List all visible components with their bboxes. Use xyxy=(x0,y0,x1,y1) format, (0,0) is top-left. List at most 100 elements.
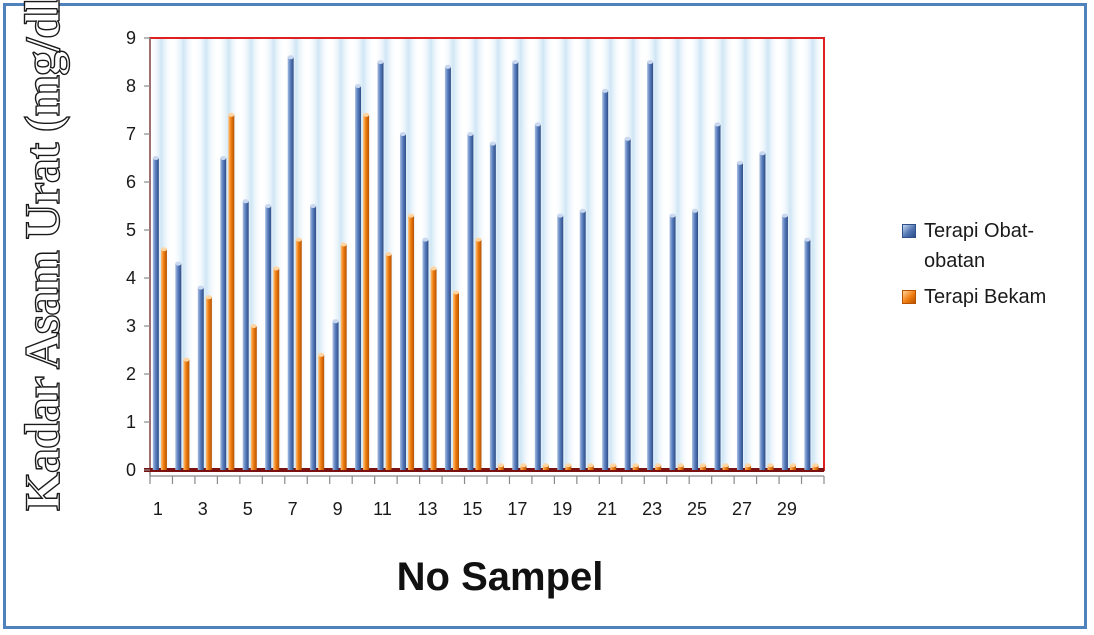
legend-label-obat-line2: obatan xyxy=(924,250,986,272)
x-tick-label: 27 xyxy=(732,499,752,519)
legend: Terapi Obat- obatan Terapi Bekam xyxy=(902,216,1082,312)
bar-terapi-bekam xyxy=(363,112,370,471)
bar-terapi-bekam xyxy=(340,242,347,470)
y-tick-label: 4 xyxy=(126,268,136,288)
bar-terapi-bekam xyxy=(632,463,639,470)
x-tick-label: 13 xyxy=(417,499,437,519)
bar-terapi-bekam xyxy=(205,295,212,470)
bar-terapi-bekam xyxy=(789,463,796,470)
bar-terapi-obat xyxy=(242,199,249,470)
bar-terapi-obat xyxy=(714,122,721,471)
bar-terapi-obat xyxy=(220,156,227,470)
bar-terapi-obat xyxy=(579,208,586,471)
bar-terapi-obat xyxy=(265,204,272,470)
x-tick-label: 21 xyxy=(597,499,617,519)
bar-terapi-obat xyxy=(332,319,339,470)
bar-terapi-obat xyxy=(175,261,182,470)
bar-terapi-bekam xyxy=(767,463,774,470)
bar-terapi-obat xyxy=(624,136,631,471)
bar-terapi-bekam xyxy=(452,290,459,470)
bars xyxy=(152,55,819,471)
chart-frame xyxy=(3,3,1087,629)
bar-terapi-obat xyxy=(355,84,362,470)
x-tick-label: 7 xyxy=(288,499,298,519)
y-tick-label: 0 xyxy=(126,460,136,480)
x-tick-label: 23 xyxy=(642,499,662,519)
bar-terapi-bekam xyxy=(183,357,190,470)
legend-swatch-orange xyxy=(902,290,916,304)
legend-label-obat-line1: Terapi Obat- xyxy=(924,220,1035,242)
x-tick-label: 5 xyxy=(243,499,253,519)
y-axis-title: Kadar Asam Urat (mg/dl) xyxy=(13,0,70,512)
bar-terapi-bekam xyxy=(700,463,707,470)
bar-terapi-bekam xyxy=(318,352,325,470)
bar-terapi-obat xyxy=(399,132,406,470)
bar-terapi-obat xyxy=(602,88,609,471)
bar-terapi-obat xyxy=(310,204,317,470)
legend-item-obat: Terapi Obat- obatan xyxy=(902,216,1082,276)
bar-terapi-bekam xyxy=(587,463,594,470)
bar-terapi-obat xyxy=(736,160,743,471)
x-tick-label: 17 xyxy=(507,499,527,519)
y-tick-label: 5 xyxy=(126,220,136,240)
bar-terapi-obat xyxy=(467,132,474,470)
y-tick-label: 3 xyxy=(126,316,136,336)
bar-terapi-bekam xyxy=(655,463,662,470)
y-tick-label: 9 xyxy=(126,28,136,48)
bar-terapi-obat xyxy=(197,285,204,470)
x-tick-label: 1 xyxy=(153,499,163,519)
bar-terapi-obat xyxy=(287,55,294,470)
y-tick-label: 6 xyxy=(126,172,136,192)
bar-terapi-bekam xyxy=(745,463,752,470)
bar-terapi-bekam xyxy=(722,463,729,470)
bar-terapi-obat xyxy=(781,213,788,470)
bar-terapi-obat xyxy=(557,213,564,470)
axes xyxy=(144,37,825,484)
bar-terapi-obat xyxy=(804,237,811,470)
x-tick-label: 3 xyxy=(198,499,208,519)
bar-terapi-bekam xyxy=(273,266,280,470)
x-tick-label: 19 xyxy=(552,499,572,519)
y-tick-label: 7 xyxy=(126,124,136,144)
bar-terapi-bekam xyxy=(565,463,572,470)
legend-swatch-blue xyxy=(902,224,916,238)
bar-terapi-obat xyxy=(759,151,766,470)
x-tick-label: 15 xyxy=(462,499,482,519)
bar-terapi-bekam xyxy=(497,463,504,470)
y-tick-label: 2 xyxy=(126,364,136,384)
bar-terapi-bekam xyxy=(812,463,819,470)
bar-terapi-bekam xyxy=(408,213,415,470)
x-tick-label: 29 xyxy=(777,499,797,519)
bar-terapi-obat xyxy=(444,64,451,471)
bar-terapi-bekam xyxy=(542,463,549,470)
bar-terapi-obat xyxy=(152,156,159,470)
bar-terapi-obat xyxy=(534,122,541,471)
bar-terapi-obat xyxy=(422,237,429,470)
bar-terapi-bekam xyxy=(610,463,617,470)
bar-terapi-bekam xyxy=(250,324,257,470)
bar-terapi-obat xyxy=(647,60,654,470)
bar-terapi-bekam xyxy=(160,247,167,470)
y-tick-label: 1 xyxy=(126,412,136,432)
x-axis-title: No Sampel xyxy=(396,555,604,599)
bar-terapi-bekam xyxy=(430,266,437,470)
x-tick-label: 11 xyxy=(373,499,392,519)
bar-terapi-obat xyxy=(692,208,699,471)
bar-terapi-bekam xyxy=(228,112,235,471)
bar-terapi-bekam xyxy=(677,463,684,470)
bar-terapi-obat xyxy=(512,60,519,470)
y-tick-label: 8 xyxy=(126,76,136,96)
bar-terapi-bekam xyxy=(520,463,527,470)
bar-terapi-obat xyxy=(489,141,496,470)
x-tick-label: 9 xyxy=(333,499,343,519)
bar-terapi-bekam xyxy=(475,237,482,470)
bar-terapi-bekam xyxy=(385,252,392,470)
bar-terapi-obat xyxy=(377,60,384,470)
bar-terapi-obat xyxy=(669,213,676,470)
legend-label-bekam: Terapi Bekam xyxy=(924,286,1047,308)
legend-item-bekam: Terapi Bekam xyxy=(902,282,1082,312)
bar-terapi-bekam xyxy=(295,237,302,470)
x-tick-label: 25 xyxy=(687,499,707,519)
